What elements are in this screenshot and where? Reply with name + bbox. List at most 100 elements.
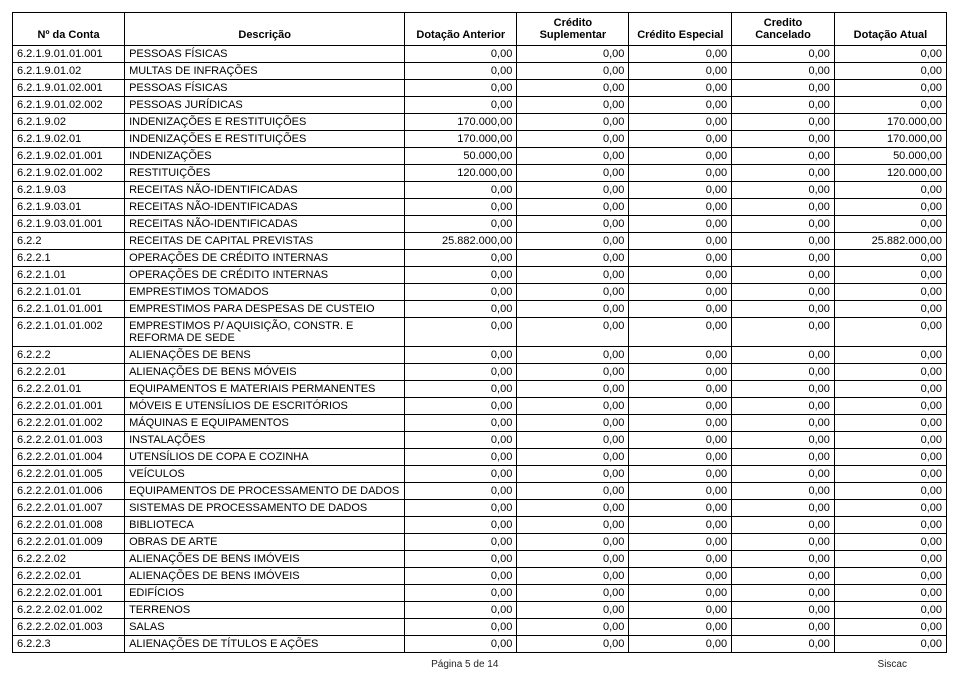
cell-ant: 0,00 — [405, 97, 517, 114]
cell-desc: EMPRESTIMOS PARA DESPESAS DE CUSTEIO — [125, 301, 405, 318]
table-row: 6.2.2.2ALIENAÇÕES DE BENS0,000,000,000,0… — [13, 347, 947, 364]
cell-sup: 0,00 — [517, 165, 629, 182]
table-row: 6.2.2.2.01.01.002MÁQUINAS E EQUIPAMENTOS… — [13, 415, 947, 432]
cell-can: 0,00 — [732, 398, 835, 415]
cell-can: 0,00 — [732, 347, 835, 364]
cell-conta: 6.2.2.2.01 — [13, 364, 125, 381]
cell-esp: 0,00 — [629, 114, 732, 131]
cell-conta: 6.2.2.1.01.01.001 — [13, 301, 125, 318]
cell-sup: 0,00 — [517, 131, 629, 148]
cell-esp: 0,00 — [629, 398, 732, 415]
table-row: 6.2.2.2.02.01ALIENAÇÕES DE BENS IMÓVEIS0… — [13, 568, 947, 585]
cell-can: 0,00 — [732, 46, 835, 63]
cell-conta: 6.2.1.9.01.02 — [13, 63, 125, 80]
cell-conta: 6.2.2.2.01.01 — [13, 381, 125, 398]
cell-ant: 25.882.000,00 — [405, 233, 517, 250]
cell-desc: RECEITAS NÃO-IDENTIFICADAS — [125, 199, 405, 216]
cell-esp: 0,00 — [629, 500, 732, 517]
table-row: 6.2.2.2.01ALIENAÇÕES DE BENS MÓVEIS0,000… — [13, 364, 947, 381]
cell-ant: 0,00 — [405, 568, 517, 585]
cell-desc: ALIENAÇÕES DE BENS MÓVEIS — [125, 364, 405, 381]
cell-esp: 0,00 — [629, 381, 732, 398]
cell-conta: 6.2.2.2.01.01.008 — [13, 517, 125, 534]
cell-esp: 0,00 — [629, 80, 732, 97]
table-row: 6.2.1.9.02.01.001INDENIZAÇÕES50.000,000,… — [13, 148, 947, 165]
cell-conta: 6.2.2.1 — [13, 250, 125, 267]
cell-atu: 25.882.000,00 — [834, 233, 946, 250]
cell-ant: 0,00 — [405, 602, 517, 619]
cell-ant: 0,00 — [405, 199, 517, 216]
cell-atu: 0,00 — [834, 63, 946, 80]
cell-esp: 0,00 — [629, 182, 732, 199]
cell-desc: UTENSÍLIOS DE COPA E COZINHA — [125, 449, 405, 466]
cell-conta: 6.2.2.3 — [13, 636, 125, 653]
cell-ant: 0,00 — [405, 80, 517, 97]
cell-atu: 0,00 — [834, 636, 946, 653]
cell-atu: 0,00 — [834, 534, 946, 551]
cell-desc: EDIFÍCIOS — [125, 585, 405, 602]
cell-can: 0,00 — [732, 301, 835, 318]
cell-esp: 0,00 — [629, 619, 732, 636]
cell-ant: 0,00 — [405, 364, 517, 381]
cell-conta: 6.2.2.1.01.01 — [13, 284, 125, 301]
cell-atu: 0,00 — [834, 517, 946, 534]
cell-can: 0,00 — [732, 199, 835, 216]
page-footer: Página 5 de 14 Siscac — [12, 659, 947, 670]
column-header-conta: Nº da Conta — [13, 13, 125, 46]
cell-can: 0,00 — [732, 233, 835, 250]
cell-conta: 6.2.2.2.01.01.006 — [13, 483, 125, 500]
cell-can: 0,00 — [732, 250, 835, 267]
cell-conta: 6.2.2.2.01.01.001 — [13, 398, 125, 415]
cell-can: 0,00 — [732, 318, 835, 347]
table-row: 6.2.2.2.01.01.008BIBLIOTECA0,000,000,000… — [13, 517, 947, 534]
cell-sup: 0,00 — [517, 534, 629, 551]
cell-ant: 0,00 — [405, 216, 517, 233]
cell-can: 0,00 — [732, 517, 835, 534]
cell-ant: 0,00 — [405, 534, 517, 551]
cell-conta: 6.2.1.9.03.01.001 — [13, 216, 125, 233]
cell-esp: 0,00 — [629, 364, 732, 381]
cell-sup: 0,00 — [517, 602, 629, 619]
cell-can: 0,00 — [732, 568, 835, 585]
cell-desc: EMPRESTIMOS P/ AQUISIÇÃO, CONSTR. E REFO… — [125, 318, 405, 347]
cell-esp: 0,00 — [629, 199, 732, 216]
cell-ant: 0,00 — [405, 250, 517, 267]
cell-desc: MULTAS DE INFRAÇÕES — [125, 63, 405, 80]
cell-esp: 0,00 — [629, 267, 732, 284]
cell-can: 0,00 — [732, 216, 835, 233]
cell-conta: 6.2.2.2.01.01.009 — [13, 534, 125, 551]
cell-desc: INSTALAÇÕES — [125, 432, 405, 449]
cell-esp: 0,00 — [629, 63, 732, 80]
table-row: 6.2.2.2.02ALIENAÇÕES DE BENS IMÓVEIS0,00… — [13, 551, 947, 568]
cell-conta: 6.2.2.2.02.01.001 — [13, 585, 125, 602]
cell-atu: 0,00 — [834, 415, 946, 432]
cell-ant: 0,00 — [405, 63, 517, 80]
cell-conta: 6.2.1.9.02.01.002 — [13, 165, 125, 182]
cell-conta: 6.2.1.9.01.02.002 — [13, 97, 125, 114]
table-row: 6.2.1.9.01.02.001PESSOAS FÍSICAS0,000,00… — [13, 80, 947, 97]
cell-ant: 120.000,00 — [405, 165, 517, 182]
cell-desc: ALIENAÇÕES DE BENS IMÓVEIS — [125, 568, 405, 585]
cell-can: 0,00 — [732, 500, 835, 517]
cell-desc: PESSOAS FÍSICAS — [125, 80, 405, 97]
cell-esp: 0,00 — [629, 250, 732, 267]
cell-can: 0,00 — [732, 534, 835, 551]
cell-sup: 0,00 — [517, 97, 629, 114]
table-row: 6.2.1.9.01.01.001PESSOAS FÍSICAS0,000,00… — [13, 46, 947, 63]
cell-sup: 0,00 — [517, 216, 629, 233]
cell-desc: MÓVEIS E UTENSÍLIOS DE ESCRITÓRIOS — [125, 398, 405, 415]
column-header-can: Credito Cancelado — [732, 13, 835, 46]
cell-desc: OPERAÇÕES DE CRÉDITO INTERNAS — [125, 267, 405, 284]
cell-desc: ALIENAÇÕES DE TÍTULOS E AÇÕES — [125, 636, 405, 653]
cell-esp: 0,00 — [629, 466, 732, 483]
cell-ant: 0,00 — [405, 318, 517, 347]
cell-desc: SALAS — [125, 619, 405, 636]
cell-conta: 6.2.1.9.03.01 — [13, 199, 125, 216]
cell-sup: 0,00 — [517, 398, 629, 415]
table-row: 6.2.1.9.03RECEITAS NÃO-IDENTIFICADAS0,00… — [13, 182, 947, 199]
cell-sup: 0,00 — [517, 199, 629, 216]
cell-ant: 170.000,00 — [405, 114, 517, 131]
cell-ant: 0,00 — [405, 466, 517, 483]
cell-ant: 0,00 — [405, 585, 517, 602]
cell-conta: 6.2.2.2.01.01.003 — [13, 432, 125, 449]
